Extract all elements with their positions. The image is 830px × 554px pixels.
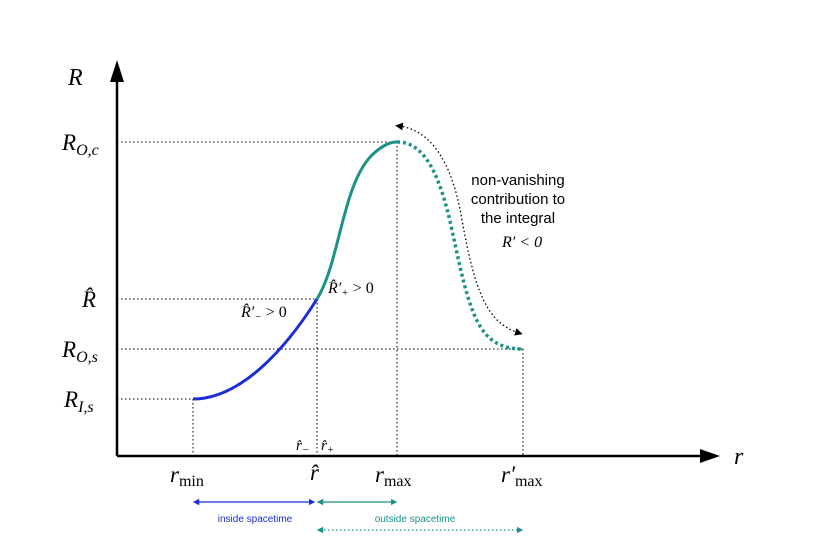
xtick-r-max: rmax bbox=[375, 462, 412, 490]
ytick-r-oc: RO,c bbox=[61, 130, 99, 159]
label-deriv-minus: R̂′− > 0 bbox=[240, 302, 287, 323]
label-r-hat-plus: r̂+ bbox=[321, 438, 334, 456]
annotation-line-1: non-vanishing bbox=[471, 172, 564, 189]
label-r-hat-minus: r̂− bbox=[296, 438, 309, 456]
x-axis-arrowhead bbox=[700, 449, 720, 463]
label-deriv-plus: R̂′+ > 0 bbox=[327, 278, 374, 299]
annotation-line-2: contribution to bbox=[471, 191, 565, 208]
xtick-r-min: rmin bbox=[170, 462, 204, 490]
outside-curve-solid bbox=[315, 140, 398, 300]
y-axis-arrowhead bbox=[110, 60, 124, 82]
ytick-r-hat: R̂ bbox=[81, 286, 96, 312]
ytick-r-os: RO,s bbox=[61, 337, 98, 366]
label-deriv-negative: R′ < 0 bbox=[501, 234, 542, 251]
outside-range-label: outside spacetime bbox=[375, 514, 456, 525]
y-axis-label: R bbox=[67, 65, 83, 91]
ytick-r-is: RI,s bbox=[63, 387, 94, 416]
xtick-r-hat: r̂ bbox=[310, 460, 320, 485]
xtick-r-max-prime: r′max bbox=[501, 462, 543, 490]
annotation-line-3: the integral bbox=[481, 210, 555, 227]
inside-curve bbox=[192, 298, 319, 401]
integral-arrow bbox=[395, 122, 523, 336]
x-axis-label: r bbox=[734, 444, 744, 470]
inside-range-label: inside spacetime bbox=[218, 514, 293, 525]
outside-curve-dotted bbox=[396, 140, 524, 351]
